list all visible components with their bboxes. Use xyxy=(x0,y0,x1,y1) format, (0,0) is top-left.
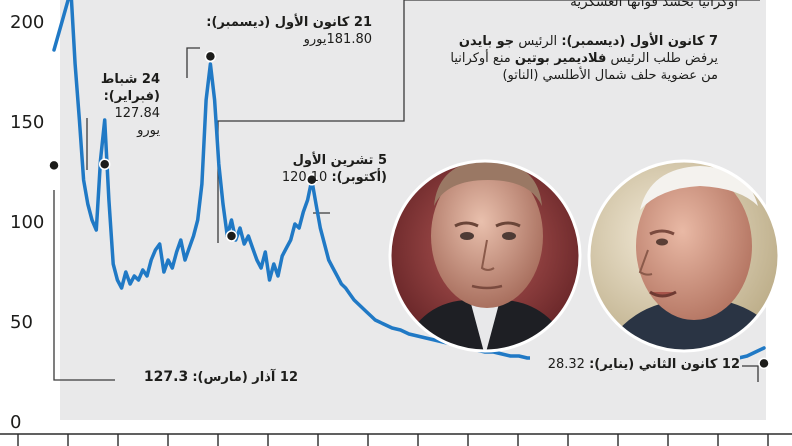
dec7-line1: 7 كانون الأول (ديسمبر): الرئيس جو بايدن xyxy=(418,33,718,50)
event-markers xyxy=(48,50,770,370)
leader-lines xyxy=(53,0,760,382)
y-tick-labels: 0 50 100 150 200 xyxy=(10,12,44,433)
annotation-jan12: 12 كانون الثاني (يناير): 28.32 xyxy=(530,356,740,374)
marker-mar12 xyxy=(48,159,60,172)
feb24-title: 24 شباط xyxy=(100,72,160,87)
dec7-title: 7 كانون الأول (ديسمبر): xyxy=(561,34,718,49)
dec7-pre: الرئيس xyxy=(518,34,558,49)
leader-jan12 xyxy=(742,365,759,382)
feb24-month: (فبراير): xyxy=(103,89,160,105)
annotation-feb24: 24 شباط (فبراير): 127.84 يورو xyxy=(92,71,160,140)
dec7-name2: فلاديمير بوتين xyxy=(514,51,607,67)
annotation-mar12: 12 آذار (مارس): 127.3 xyxy=(118,368,298,387)
dec7-line2-post: منع أوكرانيا xyxy=(450,51,511,67)
marker-dec7 xyxy=(225,230,238,242)
marker-feb24 xyxy=(98,158,111,171)
feb24-unit: يورو xyxy=(137,123,160,139)
dec21-value-line: 181.80يورو xyxy=(200,31,372,48)
jan12-value: 28.32 xyxy=(547,357,585,372)
leader-mar12 xyxy=(53,190,115,381)
top-text: أوكرانيا بحشد قواتها العسكرية xyxy=(570,0,738,10)
mar12-value: 127.3 xyxy=(143,369,189,385)
dec7-line3: من عضوية حلف شمال الأطلسي (الناتو) xyxy=(502,68,718,84)
dec7-line2: يرفض طلب الرئيس فلاديمير بوتين منع أوكرا… xyxy=(418,50,718,67)
leader-dec21 xyxy=(186,47,200,78)
marker-jan12 xyxy=(758,357,770,370)
annotation-oct5: 5 تشرين الأول (أكتوبر): 120.10 xyxy=(262,152,387,186)
biden-photo xyxy=(587,159,781,353)
marker-oct5 xyxy=(306,174,318,186)
mar12-label: 12 آذار (مارس): xyxy=(192,370,298,385)
annotation-top: أوكرانيا بحشد قواتها العسكرية xyxy=(480,0,738,12)
dec21-unit: يورو xyxy=(303,32,327,48)
dec7-name1: جو بايدن xyxy=(458,34,515,49)
y-tick-label-150: 150 xyxy=(10,112,44,133)
oct5-value: 120.10 xyxy=(281,170,328,186)
oct5-value-line: (أكتوبر): 120.10 xyxy=(262,169,387,186)
leader-dec7 xyxy=(217,0,405,243)
marker-dec21 xyxy=(204,50,217,63)
putin-photo xyxy=(388,159,582,353)
y-tick-label-50: 50 xyxy=(10,312,33,333)
dec7-line2-pre: يرفض طلب الرئيس xyxy=(610,51,718,67)
annotation-dec21: 21 كانون الأول (ديسمبر): 181.80يورو xyxy=(200,14,372,48)
y-tick-label-100: 100 xyxy=(10,212,44,233)
jan12-label: 12 كانون الثاني (يناير): xyxy=(589,357,740,372)
annotation-dec7: 7 كانون الأول (ديسمبر): الرئيس جو بايدن … xyxy=(418,33,718,84)
y-tick-label-0: 0 xyxy=(10,412,21,433)
x-axis-ticks xyxy=(17,434,769,446)
dec21-title: 21 كانون الأول (ديسمبر): xyxy=(206,15,372,30)
oct5-title: 5 تشرين الأول xyxy=(292,153,387,168)
y-tick-label-200: 200 xyxy=(10,12,44,33)
feb24-value: 127.84 xyxy=(114,106,161,122)
oct5-month: (أكتوبر): xyxy=(331,170,387,186)
dec21-value: 181.80 xyxy=(326,32,373,48)
